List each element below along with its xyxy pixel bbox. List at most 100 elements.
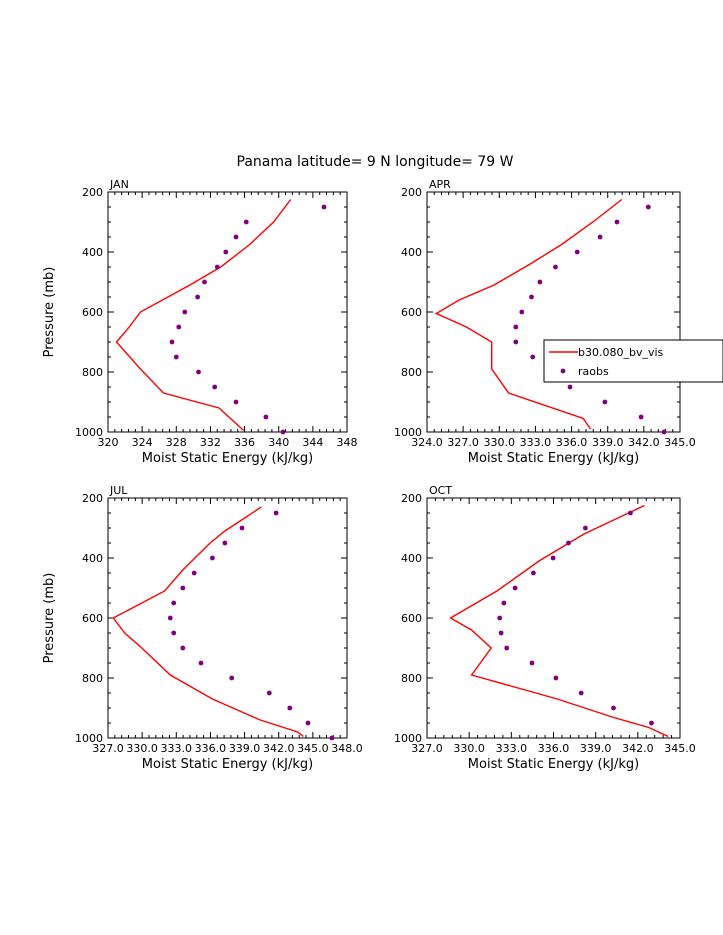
y-tick-label: 600 [82, 612, 103, 625]
raobs-point [198, 660, 204, 666]
raobs-point [167, 615, 173, 621]
x-axis-label: Moist Static Energy (kJ/kg) [142, 757, 313, 772]
plot-frame-oct [426, 497, 681, 739]
x-tick-label: 327.0 [447, 436, 479, 449]
y-tick-label: 400 [401, 246, 422, 259]
raobs-point [550, 555, 556, 561]
raobs-point [280, 429, 286, 435]
raobs-point [196, 369, 201, 375]
raobs-point [180, 585, 186, 591]
x-tick-label: 328 [166, 436, 187, 449]
legend-obs-swatch [560, 368, 566, 374]
raobs-point [210, 555, 215, 561]
raobs-point [529, 660, 535, 666]
raobs-point [529, 294, 534, 300]
raobs-point [578, 690, 584, 696]
raobs-point [497, 615, 503, 621]
y-tick-label: 600 [82, 306, 103, 319]
x-axis-label: Moist Static Energy (kJ/kg) [142, 451, 313, 466]
y-tick-label: 1000 [394, 426, 422, 439]
raobs-point [222, 540, 228, 546]
y-tick-label: 800 [82, 672, 103, 685]
raobs-point [531, 570, 536, 576]
raobs-point [223, 249, 229, 255]
x-tick-label: 345.0 [664, 742, 696, 755]
model-profile-line [434, 198, 623, 430]
model-profile-line [449, 504, 669, 738]
x-axis-label: Moist Static Energy (kJ/kg) [468, 451, 639, 466]
raobs-point [305, 720, 311, 726]
x-tick-label: 336 [234, 436, 255, 449]
raobs-point [182, 309, 188, 315]
raobs-point [498, 630, 504, 636]
raobs-point [512, 585, 518, 591]
x-tick-label: 344 [302, 436, 323, 449]
x-tick-label: 333.0 [520, 436, 552, 449]
panel-oct: OCT 327.0 330.0 333.0 336.0 339.0 342.0 345.0 20… [394, 484, 696, 772]
raobs-point [176, 324, 182, 330]
x-tick-label: 348.0 [331, 742, 363, 755]
x-tick-label: 345.0 [664, 436, 696, 449]
plot-frame-jan [107, 191, 348, 433]
raobs-point [574, 249, 580, 255]
x-tick-label: 333.0 [496, 742, 528, 755]
raobs-point [597, 234, 603, 240]
x-tick-label: 336.0 [556, 436, 588, 449]
y-tick-label: 200 [82, 492, 103, 505]
raobs-point [567, 384, 573, 390]
y-tick-label: 200 [401, 492, 422, 505]
raobs-point [519, 309, 525, 315]
y-tick-label: 600 [401, 612, 422, 625]
raobs-point [611, 705, 616, 711]
raobs-point [263, 414, 269, 420]
raobs-point [229, 675, 235, 681]
x-tick-label: 336.0 [538, 742, 570, 755]
raobs-point [171, 630, 177, 636]
plot-frame-apr [426, 191, 681, 433]
x-axis-label: Moist Static Energy (kJ/kg) [468, 757, 639, 772]
raobs-point [273, 510, 279, 516]
x-tick-label: 330.0 [126, 742, 158, 755]
raobs-point [266, 690, 272, 696]
x-tick-label: 327.0 [411, 742, 443, 755]
raobs-point [628, 510, 633, 516]
x-tick-label: 339.0 [580, 742, 612, 755]
panel-jan: JAN 320 324 328 332 336 340 344 348 200 400 600 800 1… [42, 178, 358, 466]
legend-obs-label: raobs [578, 365, 609, 378]
raobs-point [614, 219, 620, 225]
y-tick-label: 200 [82, 186, 103, 199]
x-tick-label: 327.0 [92, 742, 124, 755]
panel-label-oct: OCT [429, 484, 452, 497]
raobs-point [329, 735, 335, 741]
raobs-point [173, 354, 179, 360]
x-tick-label: 324.0 [411, 436, 443, 449]
x-tick-label: 336.0 [195, 742, 227, 755]
raobs-point [214, 264, 220, 270]
legend-box [543, 339, 723, 383]
raobs-point [233, 399, 239, 405]
x-tick-label: 330.0 [453, 742, 485, 755]
x-tick-label: 339.0 [592, 436, 624, 449]
raobs-point [233, 234, 239, 240]
raobs-point [566, 540, 571, 546]
x-tick-label: 339.0 [229, 742, 261, 755]
raobs-point [645, 204, 651, 210]
raobs-point [212, 384, 218, 390]
y-tick-label: 1000 [394, 732, 422, 745]
y-tick-label: 400 [82, 246, 103, 259]
raobs-point [501, 600, 507, 606]
raobs-point [504, 645, 510, 651]
raobs-point [287, 705, 293, 711]
raobs-point [191, 570, 197, 576]
raobs-point [513, 339, 519, 345]
raobs-point [537, 279, 543, 285]
x-tick-label: 320 [98, 436, 119, 449]
y-tick-label: 800 [401, 366, 422, 379]
x-tick-label: 345.0 [297, 742, 329, 755]
x-tick-label: 330.0 [484, 436, 516, 449]
raobs-point [202, 279, 207, 285]
y-tick-label: 400 [401, 552, 422, 565]
panel-label-jan: JAN [109, 178, 129, 191]
raobs-point [649, 720, 654, 726]
